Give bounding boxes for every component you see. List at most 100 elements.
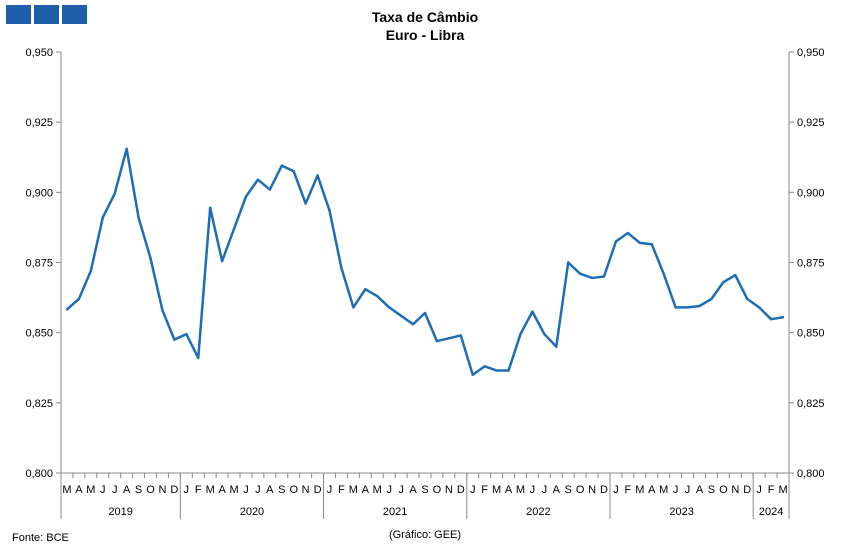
data-point [352,306,355,309]
data-point [328,209,331,212]
month-label: F [481,484,488,496]
data-point [757,306,761,309]
data-point [185,332,188,336]
data-point [125,147,128,151]
y-tick-label-left: 0,850 [25,328,53,340]
month-label: O [146,484,155,496]
data-point [101,216,104,219]
data-point [447,337,451,340]
data-point [340,266,343,270]
month-label: J [613,484,619,496]
y-tick-label-left: 0,875 [25,258,53,270]
y-tick-label-right: 0,850 [797,328,825,340]
data-point [232,227,236,231]
data-point [304,202,307,205]
year-label: 2019 [108,506,132,518]
source-note: Fonte: BCE [12,532,69,544]
month-label: N [302,484,310,496]
month-label: A [123,484,131,496]
data-point [399,314,403,318]
month-label: J [184,484,190,496]
month-label: S [708,484,715,496]
month-label: A [696,484,704,496]
data-point [674,306,677,309]
data-point [602,275,606,278]
data-point [292,170,295,173]
month-label: J [398,484,404,496]
data-point [256,178,260,181]
data-point [65,308,69,311]
year-label: 2022 [526,506,550,518]
data-point [149,257,152,260]
data-point [507,369,510,372]
month-label: M [373,484,382,496]
data-point [519,332,522,336]
month-label: J [470,484,476,496]
month-label: O [719,484,728,496]
data-point [555,345,558,348]
y-tick-label-right: 0,825 [797,398,825,410]
data-point [316,174,319,177]
data-point [495,369,498,372]
data-point [650,243,653,246]
data-point [614,240,618,243]
month-label: J [327,484,333,496]
month-label: D [600,484,608,496]
data-point [722,280,725,284]
month-label: O [433,484,442,496]
month-label: N [731,484,739,496]
month-label: J [255,484,261,496]
month-label: D [170,484,178,496]
data-point [113,192,116,195]
month-label: J [243,484,249,496]
data-point [590,276,594,280]
data-point [662,272,665,275]
month-label: J [685,484,691,496]
data-point [387,306,391,309]
data-point [411,323,415,326]
y-tick-label-left: 0,950 [25,47,53,59]
chart-subtitle: Euro - Libra [385,27,465,43]
month-label: J [386,484,392,496]
data-point [638,241,642,245]
month-label: M [86,484,95,496]
data-point [137,216,140,219]
data-point [471,373,474,376]
month-label: F [195,484,202,496]
y-tick-label-left: 0,825 [25,398,53,410]
y-tick-label-right: 0,950 [797,47,825,59]
month-label: M [492,484,501,496]
data-point [567,261,570,264]
month-label: J [756,484,762,496]
y-tick-label-right: 0,875 [797,258,825,270]
month-label: J [673,484,679,496]
data-point [734,273,737,277]
month-label: F [338,484,345,496]
data-point [220,259,224,263]
month-label: A [553,484,561,496]
data-point [268,188,272,191]
month-label: F [768,484,775,496]
month-label: M [62,484,71,496]
data-point [208,206,212,209]
month-label: N [158,484,166,496]
year-label: 2023 [669,506,693,518]
month-label: N [588,484,596,496]
data-point [698,304,701,308]
month-label: M [516,484,525,496]
month-label: S [421,484,428,496]
month-label: D [457,484,465,496]
month-label: A [218,484,226,496]
gee-logo-icon [6,5,87,24]
data-point [459,334,463,337]
data-point [197,356,200,360]
data-point [531,310,534,313]
month-label: M [635,484,644,496]
year-label: 2024 [759,506,783,518]
month-label: F [625,484,632,496]
data-point [746,297,749,301]
month-label: N [445,484,453,496]
month-label: J [542,484,548,496]
data-point [483,365,486,368]
